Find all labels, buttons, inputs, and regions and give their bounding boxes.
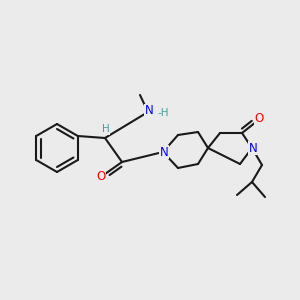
Text: O: O bbox=[96, 170, 106, 184]
Text: N: N bbox=[249, 142, 257, 154]
Text: H: H bbox=[102, 124, 110, 134]
Text: O: O bbox=[254, 112, 264, 125]
Text: N: N bbox=[160, 146, 168, 158]
Text: -H: -H bbox=[158, 108, 169, 118]
Text: N: N bbox=[145, 104, 153, 118]
